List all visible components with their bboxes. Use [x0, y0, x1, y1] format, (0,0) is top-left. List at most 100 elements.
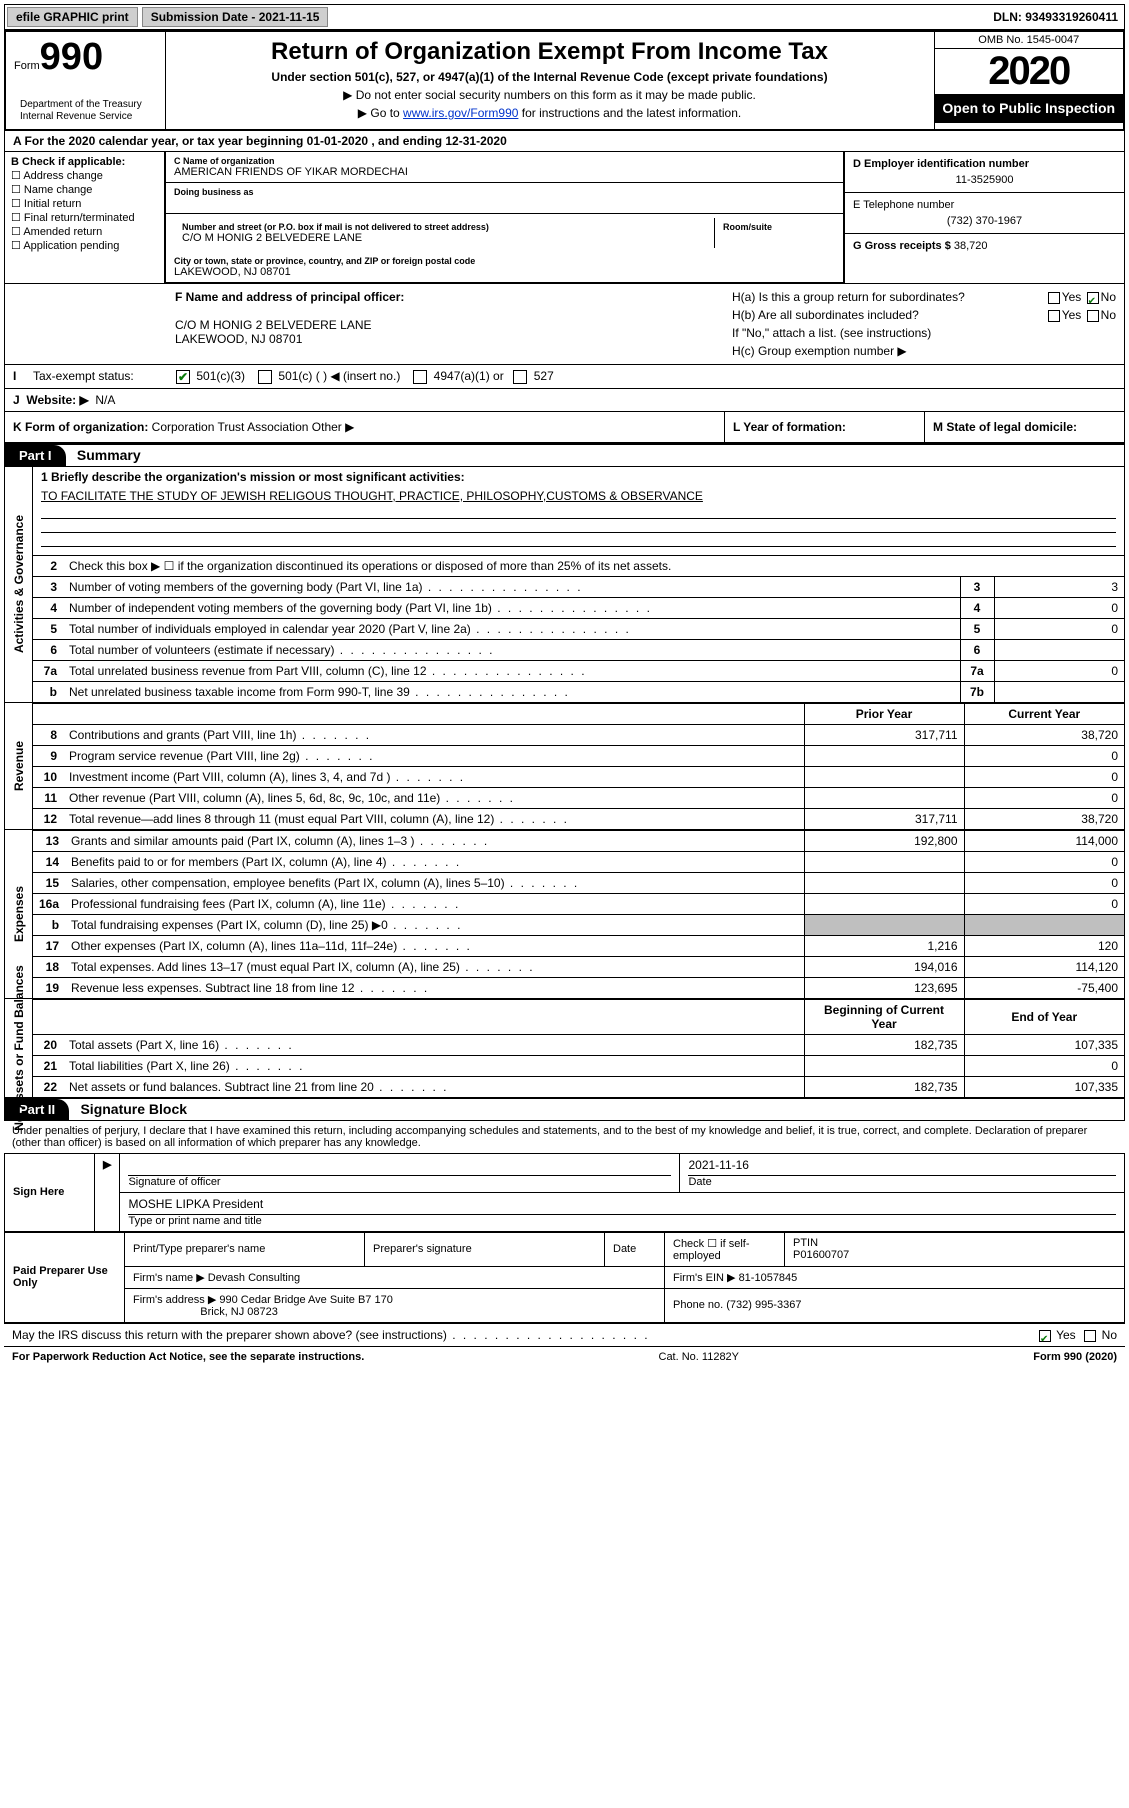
line-num: 21 — [33, 1055, 63, 1076]
line-current: 0 — [964, 766, 1124, 787]
line-num: 18 — [33, 956, 65, 977]
chk-address-change[interactable]: ☐ Address change — [11, 169, 158, 182]
hdr-end-year: End of Year — [964, 999, 1124, 1034]
line-current: 0 — [964, 872, 1124, 893]
ha-no[interactable] — [1087, 292, 1099, 304]
line-prior — [804, 745, 964, 766]
omb-number: OMB No. 1545-0047 — [935, 32, 1124, 49]
submission-date-btn[interactable]: Submission Date - 2021-11-15 — [142, 7, 329, 27]
chk-name-change[interactable]: ☐ Name change — [11, 183, 158, 196]
line-current: 0 — [964, 745, 1124, 766]
line-num: 6 — [33, 639, 63, 660]
line-prior — [804, 893, 964, 914]
firm-phone: (732) 995-3367 — [726, 1299, 801, 1311]
section-l: L Year of formation: — [724, 412, 924, 442]
line-current: 0 — [964, 851, 1124, 872]
line-num: 7a — [33, 660, 63, 681]
line-desc: Investment income (Part VIII, column (A)… — [63, 766, 804, 787]
title-cell: Return of Organization Exempt From Incom… — [165, 31, 934, 130]
dept-irs: Internal Revenue Service — [20, 111, 151, 123]
line-box: 7a — [960, 660, 994, 681]
line-prior: 182,735 — [804, 1076, 964, 1097]
part1-title: Summary — [69, 447, 141, 463]
part2-title: Signature Block — [72, 1101, 187, 1117]
chk-initial-return[interactable]: ☐ Initial return — [11, 197, 158, 210]
gross-receipts: 38,720 — [954, 240, 988, 252]
efile-print-btn[interactable]: efile GRAPHIC print — [7, 7, 138, 27]
line-current: 114,000 — [964, 830, 1124, 851]
line-current: 0 — [964, 893, 1124, 914]
line-desc: Other expenses (Part IX, column (A), lin… — [65, 935, 804, 956]
dln: DLN: 93493319260411 — [993, 10, 1124, 24]
line-desc: Number of independent voting members of … — [63, 597, 960, 618]
line-desc: Contributions and grants (Part VIII, lin… — [63, 724, 804, 745]
line-num: 8 — [33, 724, 63, 745]
line-desc: Total fundraising expenses (Part IX, col… — [65, 914, 804, 935]
line-num: 19 — [33, 977, 65, 998]
cb-4947[interactable] — [413, 370, 427, 384]
line-val: 0 — [994, 618, 1124, 639]
chk-amended[interactable]: ☐ Amended return — [11, 225, 158, 238]
line-num: 2 — [33, 555, 63, 576]
room-label: Room/suite — [723, 222, 827, 232]
section-h: H(a) Is this a group return for subordin… — [724, 284, 1124, 364]
hdr-begin-year: Beginning of Current Year — [804, 999, 964, 1034]
cb-501c3[interactable] — [176, 370, 190, 384]
line-desc: Benefits paid to or for members (Part IX… — [65, 851, 804, 872]
goto-pre: ▶ Go to — [358, 106, 403, 120]
goto-post: for instructions and the latest informat… — [518, 106, 741, 120]
section-b-label: B Check if applicable: — [11, 156, 158, 168]
line-num: 4 — [33, 597, 63, 618]
chk-final-return[interactable]: ☐ Final return/terminated — [11, 211, 158, 224]
line-current: 0 — [964, 787, 1124, 808]
right-info: D Employer identification number 11-3525… — [844, 152, 1124, 283]
line-prior — [804, 851, 964, 872]
line-desc: Total assets (Part X, line 16) — [63, 1034, 804, 1055]
line-val: 0 — [994, 660, 1124, 681]
discuss-no[interactable] — [1084, 1330, 1096, 1342]
website-letter: J — [13, 393, 20, 407]
line-num: 13 — [33, 830, 65, 851]
irs-link[interactable]: www.irs.gov/Form990 — [403, 106, 518, 120]
line-current — [964, 914, 1124, 935]
form-subtitle: Under section 501(c), 527, or 4947(a)(1)… — [170, 70, 930, 84]
footer-left: For Paperwork Reduction Act Notice, see … — [12, 1351, 364, 1363]
line-desc: Total number of individuals employed in … — [63, 618, 960, 639]
line-num: b — [33, 914, 65, 935]
org-name: AMERICAN FRIENDS OF YIKAR MORDECHAI — [174, 166, 835, 178]
hb-no[interactable] — [1087, 310, 1099, 322]
phone: (732) 370-1967 — [853, 215, 1116, 227]
firm-name-label: Firm's name ▶ — [133, 1272, 205, 1284]
section-a: A For the 2020 calendar year, or tax yea… — [5, 131, 1124, 151]
form-label: Form — [14, 60, 40, 72]
hb-yes[interactable] — [1048, 310, 1060, 322]
ha-yes[interactable] — [1048, 292, 1060, 304]
ein-label: D Employer identification number — [853, 158, 1116, 170]
opt-527: 527 — [534, 369, 554, 383]
line-desc: Total liabilities (Part X, line 26) — [63, 1055, 804, 1076]
line-num: 5 — [33, 618, 63, 639]
line-prior: 192,800 — [804, 830, 964, 851]
line-prior — [804, 914, 964, 935]
line-num: 20 — [33, 1034, 63, 1055]
line-desc: Number of voting members of the governin… — [63, 576, 960, 597]
prep-name-label: Print/Type preparer's name — [125, 1232, 365, 1266]
hb-label: H(b) Are all subordinates included? — [732, 308, 919, 322]
cb-501c[interactable] — [258, 370, 272, 384]
tax-year: 2020 — [935, 49, 1124, 94]
cb-527[interactable] — [513, 370, 527, 384]
m-label: M State of legal domicile: — [933, 420, 1077, 434]
prep-sig-label: Preparer's signature — [365, 1232, 605, 1266]
ein: 11-3525900 — [853, 174, 1116, 186]
discuss-yes[interactable] — [1039, 1330, 1051, 1342]
line-val — [994, 681, 1124, 702]
line-num: 10 — [33, 766, 63, 787]
line-prior — [804, 1055, 964, 1076]
sub-label: Submission Date - — [151, 10, 259, 24]
form-990: 990 — [40, 36, 103, 78]
line-desc: Check this box ▶ ☐ if the organization d… — [63, 555, 1124, 576]
discuss-text: May the IRS discuss this return with the… — [12, 1328, 447, 1342]
chk-app-pending[interactable]: ☐ Application pending — [11, 239, 158, 252]
city-label: City or town, state or province, country… — [174, 256, 835, 266]
line-current: -75,400 — [964, 977, 1124, 998]
